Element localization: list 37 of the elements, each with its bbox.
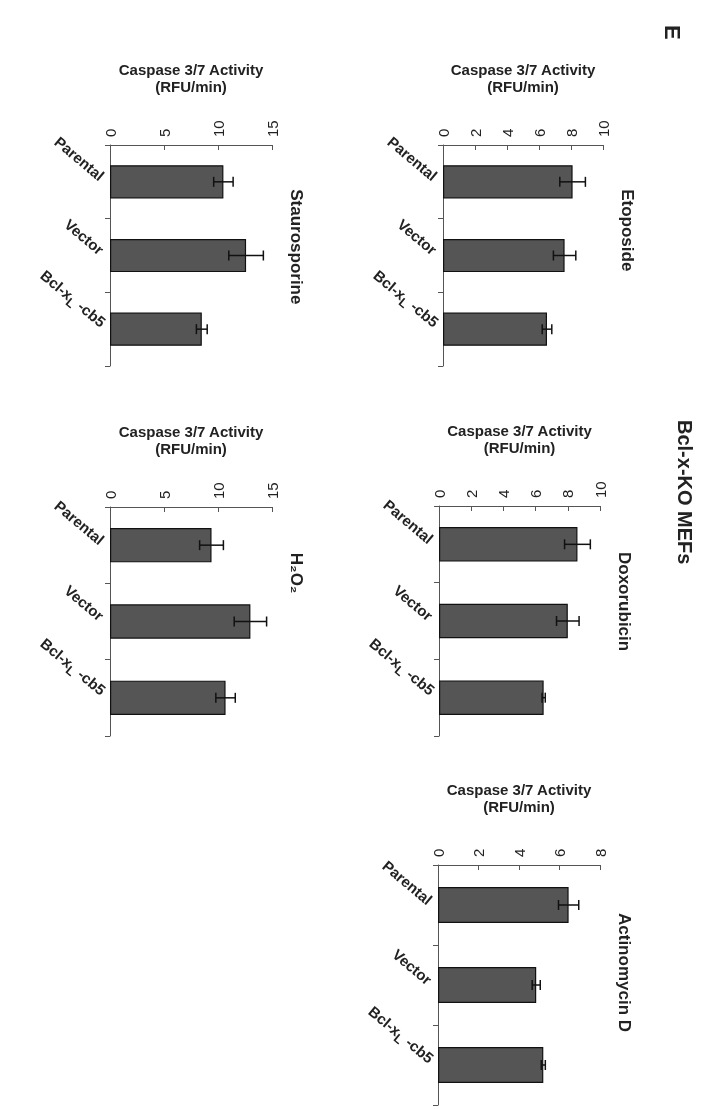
x-tick-label: 2 <box>462 489 480 498</box>
x-tick-label: 15 <box>263 120 281 137</box>
text: H₂O₂ <box>286 552 306 594</box>
x-tick-label: 4 <box>498 128 516 137</box>
text: Etoposide <box>617 189 637 272</box>
x-tick-label: 10 <box>209 120 227 137</box>
x-tick-label: 4 <box>494 489 512 498</box>
x-tick-label: 8 <box>591 848 609 857</box>
text: E <box>659 25 685 40</box>
x-tick-label: 15 <box>263 482 281 499</box>
x-tick-label: 0 <box>429 848 447 857</box>
x-tick-label: 0 <box>434 128 452 137</box>
text: Bcl-x-KO MEFs <box>674 420 696 565</box>
x-tick-label: 0 <box>101 490 119 499</box>
x-tick-label: 8 <box>559 489 577 498</box>
x-tick-label: 5 <box>155 490 173 499</box>
x-axis-title: Caspase 3/7 Activity (RFU/min) <box>117 423 265 457</box>
x-tick-label: 6 <box>551 848 568 857</box>
x-axis-title: Caspase 3/7 Activity (RFU/min) <box>445 781 593 815</box>
x-tick-label: 10 <box>209 482 227 499</box>
x-axis-title: Caspase 3/7 Activity (RFU/min) <box>449 61 597 95</box>
x-tick-label: 2 <box>466 128 484 137</box>
text: Doxorubicin <box>614 552 634 652</box>
x-axis-title: Caspase 3/7 Activity (RFU/min) <box>446 422 593 456</box>
text: Actinomycin D <box>614 913 634 1033</box>
x-tick-label: 5 <box>155 128 173 137</box>
x-tick-label: 6 <box>530 128 548 137</box>
x-tick-label: 6 <box>527 489 545 498</box>
x-tick-label: 10 <box>594 120 612 137</box>
x-tick-label: 0 <box>430 489 448 498</box>
x-axis-title: Caspase 3/7 Activity (RFU/min) <box>117 61 265 95</box>
x-tick-label: 10 <box>591 481 609 498</box>
x-tick-label: 8 <box>562 128 580 137</box>
x-tick-label: 2 <box>470 848 487 857</box>
text: Staurosporine <box>286 189 306 305</box>
x-tick-label: 0 <box>101 128 119 137</box>
x-tick-label: 4 <box>510 848 528 857</box>
